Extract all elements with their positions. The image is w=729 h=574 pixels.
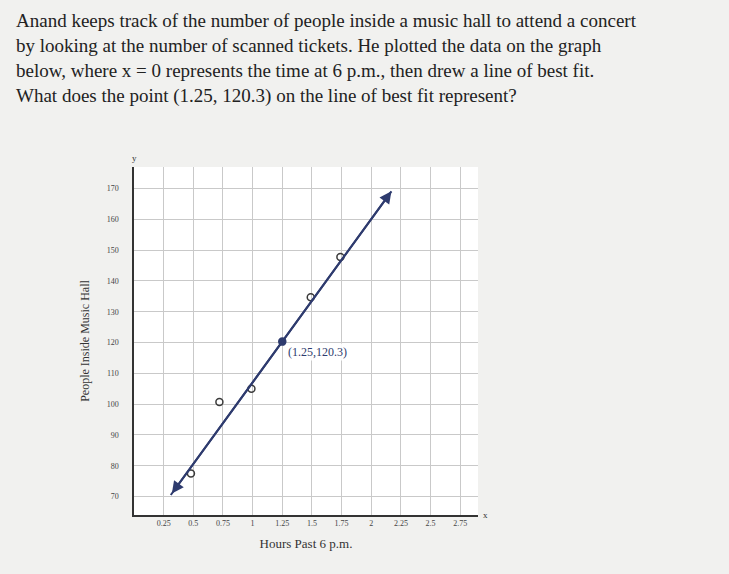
- html-text:below, where x = 0 represents: below, where x = 0 represents the time a…: [16, 60, 595, 81]
- svg-text:Hours Past 6 p.m.: Hours Past 6 p.m.: [260, 536, 353, 551]
- svg-text:140: 140: [107, 277, 119, 286]
- html-text:by looking at the number of sc: by looking at the number of scanned tick…: [16, 35, 602, 56]
- svg-text:0.25: 0.25: [157, 519, 171, 528]
- svg-text:160: 160: [107, 215, 119, 224]
- svg-text:0.75: 0.75: [216, 519, 230, 528]
- svg-text:(1.25,120.3): (1.25,120.3): [288, 345, 347, 359]
- svg-text:1.25: 1.25: [275, 519, 289, 528]
- svg-text:1: 1: [251, 519, 255, 528]
- svg-text:100: 100: [107, 400, 119, 409]
- svg-text:2.75: 2.75: [453, 519, 467, 528]
- svg-text:2.5: 2.5: [426, 519, 436, 528]
- svg-text:1.75: 1.75: [335, 519, 349, 528]
- svg-text:90: 90: [111, 431, 119, 440]
- svg-text:y: y: [132, 153, 137, 163]
- svg-text:120: 120: [107, 338, 119, 347]
- html-text:What does the point (1.25, 120: What does the point (1.25, 120.3) on the…: [16, 85, 517, 106]
- svg-text:2.25: 2.25: [394, 519, 408, 528]
- svg-text:People Inside Music Hall: People Inside Music Hall: [78, 280, 92, 402]
- svg-text:170: 170: [107, 184, 119, 193]
- svg-text:2: 2: [369, 519, 373, 528]
- svg-text:130: 130: [107, 308, 119, 317]
- html-text:Anand keeps track of the numbe: Anand keeps track of the number of peopl…: [16, 10, 636, 31]
- svg-text:x: x: [483, 510, 488, 520]
- svg-text:1.5: 1.5: [307, 519, 317, 528]
- svg-text:150: 150: [107, 246, 119, 255]
- svg-text:0.5: 0.5: [188, 519, 198, 528]
- svg-text:110: 110: [107, 369, 119, 378]
- svg-text:80: 80: [111, 462, 119, 471]
- svg-text:70: 70: [111, 492, 119, 501]
